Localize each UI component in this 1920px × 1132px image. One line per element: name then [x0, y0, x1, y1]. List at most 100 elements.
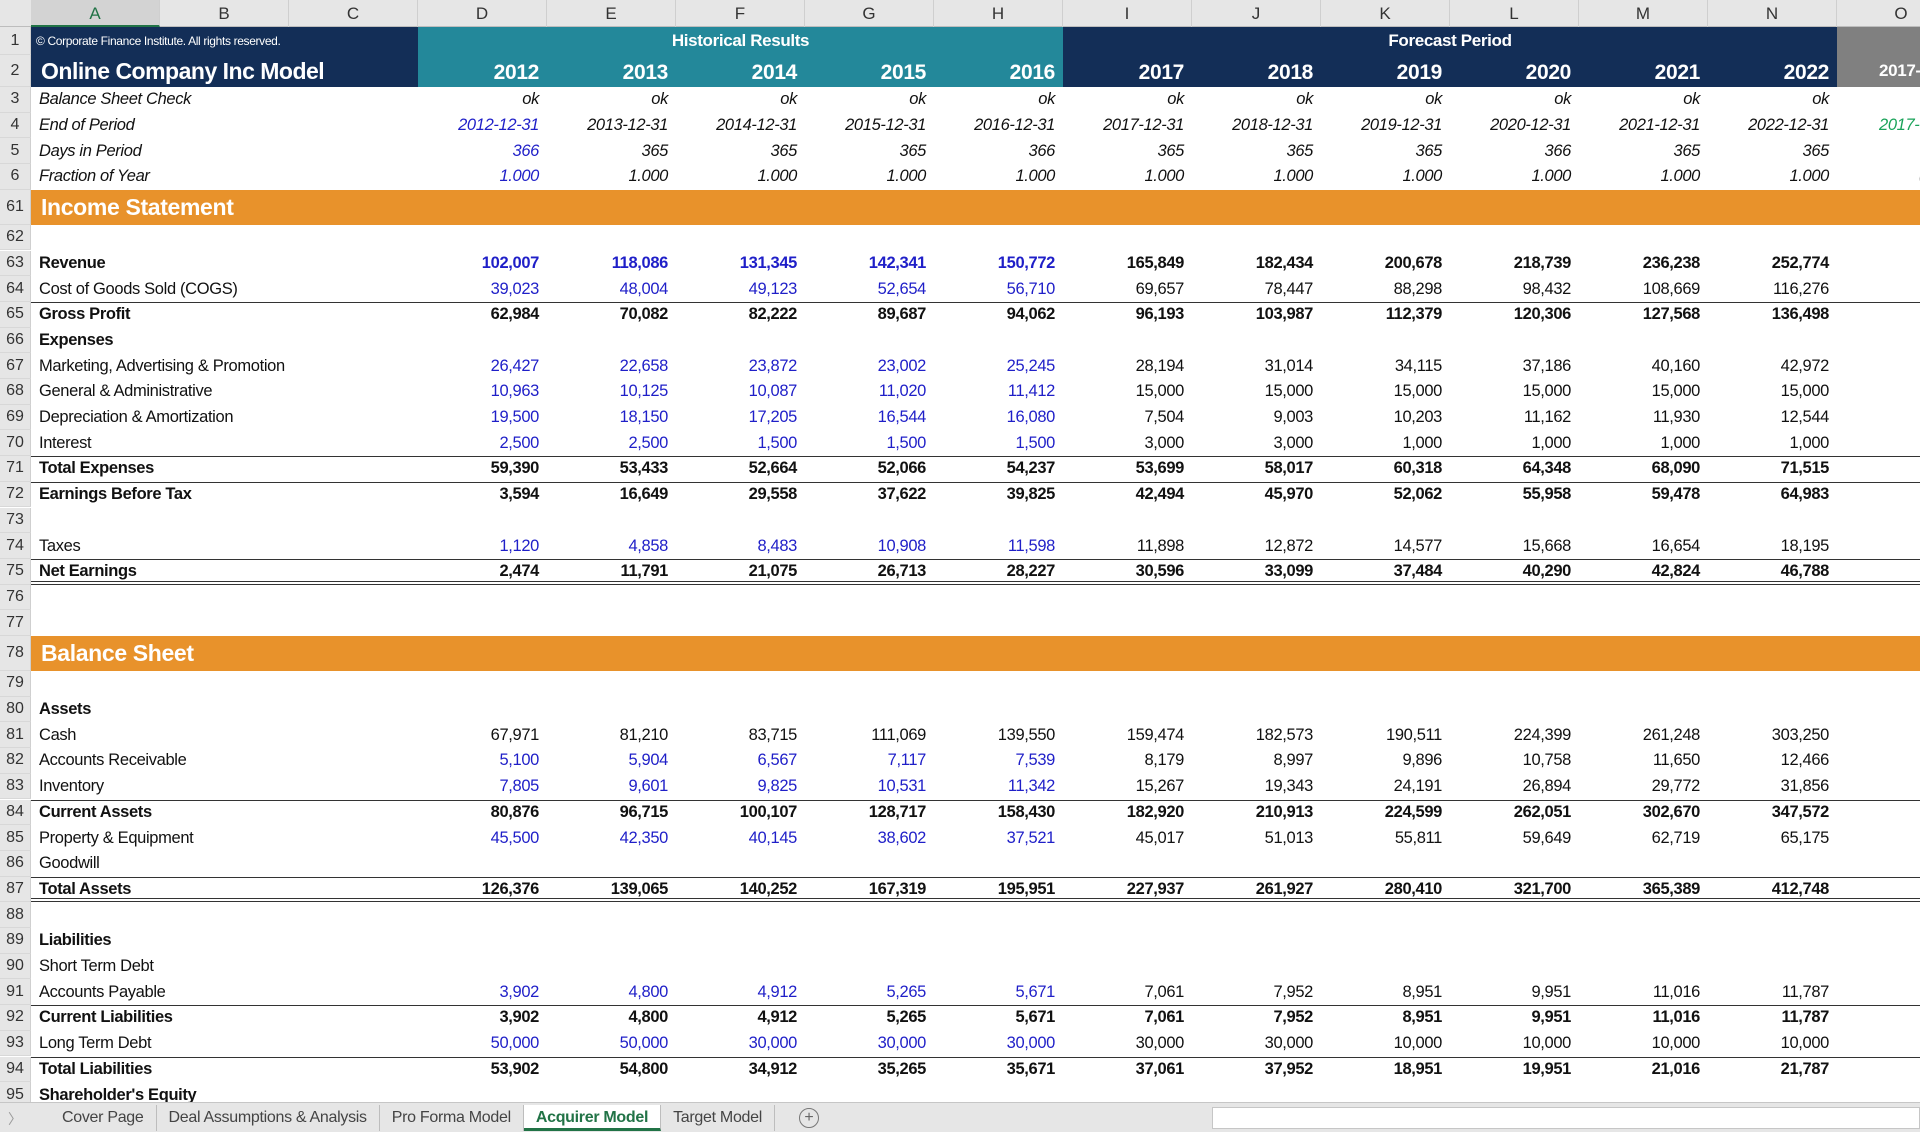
cell-value[interactable]: 42,494: [1135, 485, 1185, 504]
cell-value[interactable]: 30,596: [1135, 562, 1185, 581]
cell-value[interactable]: 40,145: [748, 828, 798, 847]
row-number[interactable]: 78: [0, 636, 31, 671]
cell-value[interactable]: 28,227: [1006, 562, 1056, 581]
cell-value[interactable]: 167,319: [868, 879, 927, 898]
cell-value[interactable]: 53,902: [490, 1059, 540, 1078]
row-number[interactable]: 5: [0, 138, 31, 165]
cell-value[interactable]: 1.000: [1273, 167, 1313, 186]
cell-value[interactable]: 31,014: [1264, 356, 1314, 375]
column-header-f[interactable]: F: [676, 0, 805, 27]
cell-value[interactable]: 37,484: [1393, 562, 1443, 581]
cell-value[interactable]: 224,399: [1513, 725, 1572, 744]
cell-value[interactable]: 12,466: [1780, 751, 1830, 770]
cell-value[interactable]: 9,951: [1531, 1008, 1571, 1027]
row-number[interactable]: 65: [0, 301, 31, 328]
cell-value[interactable]: 11,650: [1652, 751, 1701, 770]
row-number[interactable]: 1: [0, 27, 31, 55]
cell-value[interactable]: 365: [770, 141, 798, 160]
cell-value[interactable]: 3,000: [1273, 433, 1313, 452]
cell-value[interactable]: 195,951: [997, 879, 1056, 898]
cell-value[interactable]: ok: [522, 90, 539, 109]
cell-value[interactable]: ok: [1683, 90, 1700, 109]
cell-value[interactable]: 7,952: [1273, 982, 1313, 1001]
cell-value[interactable]: 51,013: [1264, 828, 1314, 847]
cell-value[interactable]: 8,483: [757, 536, 797, 555]
cell-value[interactable]: 37,061: [1135, 1059, 1185, 1078]
cell-value[interactable]: 30,000: [1264, 1034, 1314, 1053]
sheet-tab-acquirer-model[interactable]: Acquirer Model: [523, 1104, 662, 1131]
cell-value[interactable]: 54,237: [1006, 459, 1056, 478]
cell-value[interactable]: 3,594: [499, 485, 539, 504]
cell-value[interactable]: 55,811: [1394, 828, 1443, 847]
cell-value[interactable]: 42,824: [1651, 562, 1701, 581]
cell-value[interactable]: 1.000: [499, 167, 539, 186]
cell-value[interactable]: 365,389: [1642, 879, 1701, 898]
cell-value-o[interactable]: 72: [1837, 302, 1920, 328]
cell-value-o[interactable]: 177: [1837, 800, 1920, 826]
cell-value[interactable]: 40,290: [1522, 562, 1572, 581]
cell-value-o[interactable]: 31: [1837, 482, 1920, 508]
cell-value[interactable]: 80,876: [490, 802, 540, 821]
cell-value[interactable]: 2019-12-31: [1361, 116, 1442, 135]
row-number[interactable]: 66: [0, 327, 31, 354]
cell-value[interactable]: 16,649: [619, 485, 669, 504]
cell-value[interactable]: 127,568: [1642, 305, 1701, 324]
cell-value[interactable]: 1.000: [757, 167, 797, 186]
cell-value[interactable]: 50,000: [619, 1034, 669, 1053]
column-header-d[interactable]: D: [418, 0, 547, 27]
cell-value[interactable]: 366: [1544, 141, 1572, 160]
cell-value[interactable]: 139,550: [997, 725, 1056, 744]
cell-value[interactable]: 68,090: [1651, 459, 1701, 478]
cell-value[interactable]: 34,115: [1394, 356, 1443, 375]
cell-value[interactable]: 182,434: [1255, 253, 1314, 272]
cell-value[interactable]: 8,179: [1144, 751, 1184, 770]
cell-value[interactable]: 16,080: [1006, 408, 1056, 427]
cell-value[interactable]: 210,913: [1255, 802, 1314, 821]
cell-value[interactable]: 38,602: [877, 828, 927, 847]
cell-value[interactable]: 16,544: [877, 408, 927, 427]
cell-value[interactable]: 252,774: [1771, 253, 1830, 272]
cell-value[interactable]: 261,927: [1255, 879, 1314, 898]
cell-value[interactable]: 7,952: [1273, 1008, 1313, 1027]
cell-value-o[interactable]: 220: [1837, 877, 1920, 903]
column-header-b[interactable]: B: [160, 0, 289, 27]
cell-value[interactable]: 136,498: [1771, 305, 1830, 324]
cell-value-o[interactable]: 8: [1837, 748, 1920, 774]
cell-value[interactable]: 45,017: [1135, 828, 1185, 847]
cell-value[interactable]: 10,000: [1780, 1034, 1830, 1053]
cell-value[interactable]: 37,952: [1264, 1059, 1314, 1078]
cell-value[interactable]: 1.000: [1531, 167, 1571, 186]
cell-value[interactable]: ok: [1554, 90, 1571, 109]
cell-value[interactable]: 35,671: [1006, 1059, 1056, 1078]
cell-value[interactable]: 10,000: [1393, 1034, 1443, 1053]
cell-value[interactable]: 302,670: [1642, 802, 1701, 821]
cell-value[interactable]: 11,787: [1781, 1008, 1830, 1027]
cell-value[interactable]: 55,958: [1522, 485, 1572, 504]
cell-value[interactable]: 39,023: [490, 279, 540, 298]
cell-value-o[interactable]: 52: [1837, 276, 1920, 302]
cell-value[interactable]: 347,572: [1771, 802, 1830, 821]
cell-value[interactable]: 23,002: [877, 356, 927, 375]
cell-value[interactable]: 37,521: [1006, 828, 1056, 847]
cell-value[interactable]: 4,912: [757, 982, 797, 1001]
cell-value[interactable]: 30,000: [748, 1034, 798, 1053]
column-header-a[interactable]: A: [31, 0, 160, 27]
cell-value[interactable]: 12,544: [1780, 408, 1830, 427]
cell-value[interactable]: 100,107: [739, 802, 798, 821]
cell-value[interactable]: 31,856: [1780, 777, 1830, 796]
cell-value[interactable]: 11,020: [878, 382, 927, 401]
cell-value[interactable]: 2013-12-31: [587, 116, 668, 135]
cell-value[interactable]: 412,748: [1771, 879, 1830, 898]
cell-value[interactable]: 21,787: [1780, 1059, 1830, 1078]
cell-value[interactable]: 16,654: [1651, 536, 1701, 555]
cell-value[interactable]: 30,000: [1135, 1034, 1185, 1053]
column-header-m[interactable]: M: [1579, 0, 1708, 27]
cell-value[interactable]: 142,341: [868, 253, 927, 272]
cell-value[interactable]: 1,500: [757, 433, 797, 452]
sheet-tab-cover-page[interactable]: Cover Page: [50, 1104, 157, 1131]
cell-value[interactable]: 8,951: [1402, 1008, 1442, 1027]
row-number[interactable]: 2: [0, 55, 31, 87]
cell-value[interactable]: 4,800: [628, 1008, 668, 1027]
cell-value[interactable]: 89,687: [877, 305, 927, 324]
cell-value[interactable]: 7,061: [1144, 982, 1184, 1001]
